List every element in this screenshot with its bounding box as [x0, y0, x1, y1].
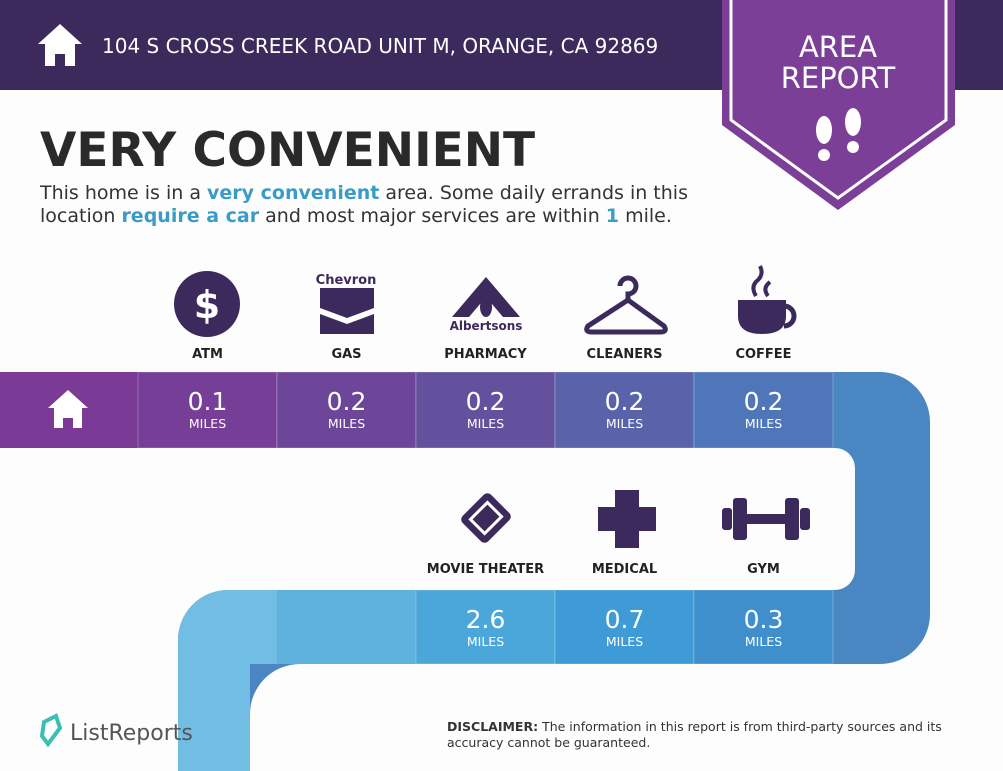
amenity-label: MOVIE THEATER	[427, 562, 544, 577]
distance-value: 0.2	[744, 387, 784, 416]
distance-value: 0.7	[605, 605, 645, 634]
logo-text: Chevron	[316, 273, 377, 288]
band-segment	[277, 590, 416, 664]
distance-unit: MILES	[328, 416, 365, 431]
amenity-label: COFFEE	[735, 347, 791, 362]
disclaimer-label: DISCLAIMER:	[447, 719, 539, 734]
distance-unit: MILES	[467, 634, 504, 649]
amenity-label: MEDICAL	[592, 562, 657, 577]
svg-text:$: $	[194, 283, 220, 327]
distance-cell	[415, 589, 556, 665]
footprints-icon	[816, 108, 861, 161]
description-text: area. Some daily errands in this locatio…	[40, 182, 688, 227]
description-text: and most major services are within	[259, 205, 606, 227]
distance-value: 0.1	[188, 387, 228, 416]
distance-unit: MILES	[467, 416, 504, 431]
amenity-label: ATM	[192, 347, 223, 362]
atm-icon: $	[174, 271, 240, 337]
distance-unit: MILES	[745, 416, 782, 431]
band-segment	[178, 590, 277, 771]
distance-unit: MILES	[606, 634, 643, 649]
amenity-label: PHARMACY	[444, 347, 527, 362]
highlight-text: very convenient	[207, 182, 380, 204]
distance-value: 0.2	[466, 387, 506, 416]
distance-cell	[693, 371, 834, 449]
distance-unit: MILES	[745, 634, 782, 649]
coffee-icon	[738, 265, 797, 334]
pharmacy-icon: Albertsons	[450, 277, 523, 333]
distance-value: 0.3	[744, 605, 784, 634]
amenity-label: CLEANERS	[587, 347, 663, 362]
brand-name: ListReports	[70, 721, 193, 746]
distance-value: 0.2	[605, 387, 645, 416]
cleaners-icon	[584, 275, 668, 335]
badge-border	[729, 0, 948, 200]
disclaimer: DISCLAIMER: The information in this repo…	[447, 719, 977, 751]
distance-unit: MILES	[189, 416, 226, 431]
address: 104 S CROSS CREEK ROAD UNIT M, ORANGE, C…	[102, 34, 658, 58]
distance-cell	[415, 371, 556, 449]
highlight-text: 1	[605, 205, 620, 227]
distance-cell	[693, 589, 834, 665]
description-text: mile.	[619, 205, 672, 227]
home-icon	[38, 24, 82, 66]
disclaimer-text: The information in this report is from t…	[447, 719, 942, 750]
logo-text: Albertsons	[450, 319, 523, 333]
description-text: This home is in a	[40, 182, 208, 204]
distance-cell	[554, 589, 695, 665]
headline: VERY CONVENIENT	[40, 123, 535, 178]
distance-cell	[137, 371, 278, 449]
badge-line: REPORT	[781, 61, 896, 95]
distance-cell	[276, 371, 417, 449]
badge-line: AREA	[799, 30, 877, 64]
distance-value: 0.2	[327, 387, 367, 416]
highlight-text: require a car	[121, 205, 260, 227]
medical-icon	[598, 490, 656, 548]
description: This home is in a very convenient area. …	[40, 182, 720, 228]
distance-cell	[554, 371, 695, 449]
amenity-label: GAS	[331, 347, 361, 362]
brand-logo	[39, 713, 63, 748]
home-icon	[48, 390, 88, 428]
distance-value: 2.6	[466, 605, 506, 634]
gym-icon	[722, 498, 810, 540]
amenity-label: GYM	[747, 562, 780, 577]
movie-icon	[461, 493, 511, 543]
gas-icon: Chevron	[316, 273, 377, 334]
distance-unit: MILES	[606, 416, 643, 431]
